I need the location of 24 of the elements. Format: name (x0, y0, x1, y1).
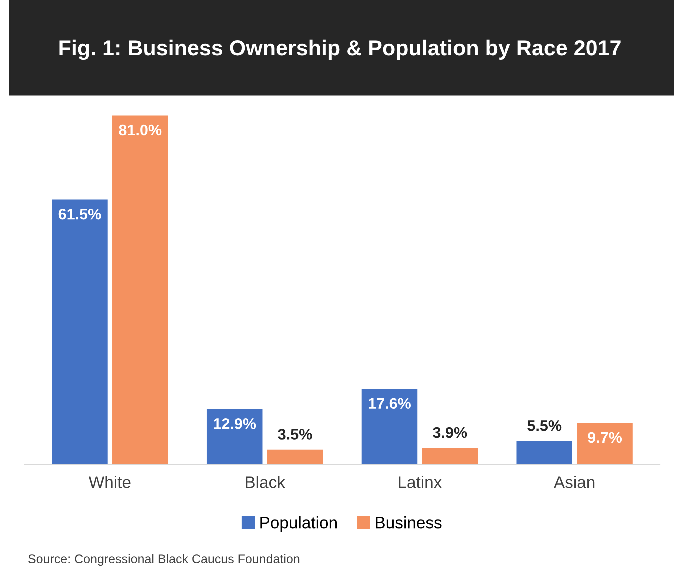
bar (516, 441, 572, 465)
x-tick-label: Asian (554, 476, 595, 488)
x-tick-label: Latinx (399, 476, 442, 488)
data-label: 5.5% (528, 420, 562, 432)
x-tick-label: White (88, 476, 131, 488)
data-label: 3.9% (433, 427, 468, 438)
bar (577, 423, 633, 465)
bar (52, 200, 108, 465)
bar (362, 389, 418, 465)
legend-label: Business (376, 516, 442, 529)
bar (422, 448, 478, 465)
legend-label: Population (260, 516, 337, 532)
source-note: Source: Congressional Black Caucus Foundation (28, 554, 300, 566)
x-tick-label: Black (246, 476, 286, 488)
data-label: 81.0% (119, 124, 162, 136)
data-label: 3.5% (278, 429, 312, 440)
chart-title: Fig. 1: Business Ownership & Population by Race 2017 (60, 40, 621, 60)
data-label: 9.7% (588, 432, 622, 444)
data-label: 12.9% (214, 418, 256, 430)
data-label: 17.6% (369, 398, 411, 410)
data-label: 61.5% (58, 208, 102, 220)
bar (267, 450, 324, 465)
bar (112, 116, 168, 465)
bar (206, 409, 263, 465)
